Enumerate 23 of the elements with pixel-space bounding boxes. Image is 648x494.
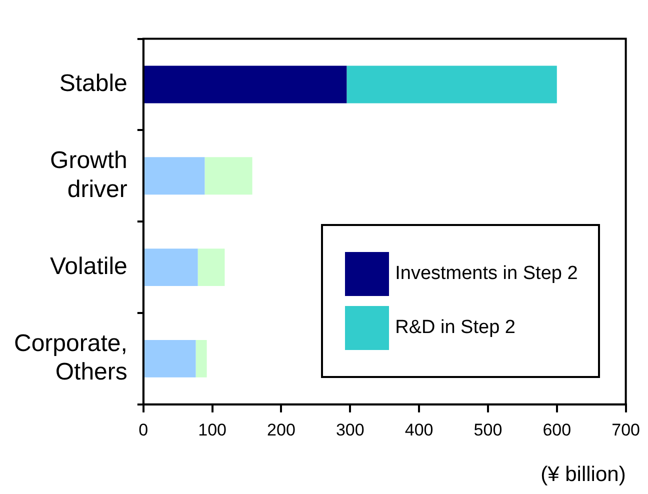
bar <box>144 157 205 195</box>
x-tick-label: 400 <box>404 420 434 440</box>
legend-label: Investments in Step 2 <box>395 263 578 286</box>
x-axis-title: (¥ billion) <box>540 463 626 486</box>
x-tick-label: 0 <box>138 420 148 440</box>
x-tick-label: 100 <box>198 420 226 440</box>
bar <box>346 66 557 104</box>
x-tick-label: 500 <box>474 420 502 440</box>
bar <box>144 66 347 104</box>
bar <box>196 340 207 378</box>
bar <box>204 157 252 195</box>
y-tick-label: Volatile <box>50 252 128 280</box>
bar <box>198 248 225 286</box>
bar <box>144 340 196 378</box>
x-tick-label: 300 <box>336 420 364 440</box>
y-tick-label: Growth driver <box>50 147 128 203</box>
x-tick-label: 200 <box>267 420 296 440</box>
legend-label: R&D in Step 2 <box>395 317 516 340</box>
bar <box>144 248 198 286</box>
x-tick-label: 600 <box>542 420 572 440</box>
x-tick-label: 700 <box>612 420 640 440</box>
y-tick-label: Corporate, Others <box>14 330 128 386</box>
y-tick-label: Stable <box>59 70 128 98</box>
